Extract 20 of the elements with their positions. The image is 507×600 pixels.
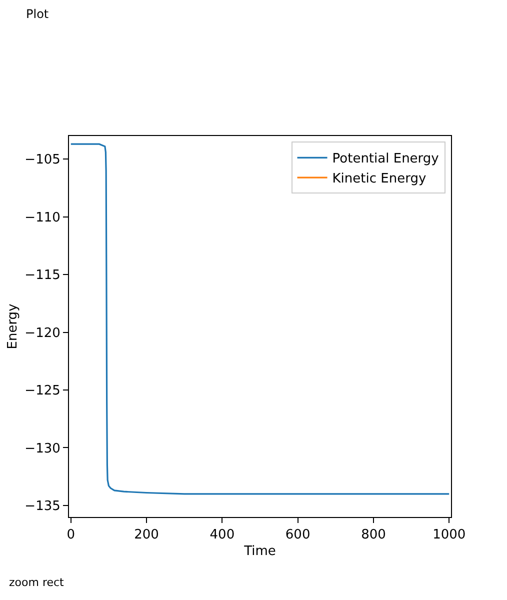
line-series	[70, 143, 450, 495]
legend-label: Kinetic Energy	[332, 172, 426, 187]
x-tick-label: 200	[134, 528, 159, 543]
x-tick-label: 1000	[432, 528, 466, 543]
y-tick-label: −130	[24, 441, 60, 456]
y-tick-label: −135	[24, 499, 60, 514]
y-tick-label: −110	[24, 210, 60, 226]
y-tick-label: −105	[24, 152, 60, 168]
chart-title: Plot	[26, 7, 49, 22]
legend-label: Potential Energy	[332, 152, 440, 167]
x-axis-title: Time	[243, 544, 276, 560]
text: zoom rect	[9, 576, 65, 589]
y-tick-label: −115	[24, 268, 60, 284]
x-tick-label: 400	[210, 528, 235, 543]
y-tick-label: −125	[24, 384, 60, 399]
x-tick-label: 800	[361, 528, 386, 543]
x-tick-label: 600	[285, 528, 310, 543]
y-axis-title: Energy	[6, 303, 21, 350]
y-tick-label: −120	[24, 326, 60, 341]
x-tick-label: 0	[66, 528, 76, 543]
